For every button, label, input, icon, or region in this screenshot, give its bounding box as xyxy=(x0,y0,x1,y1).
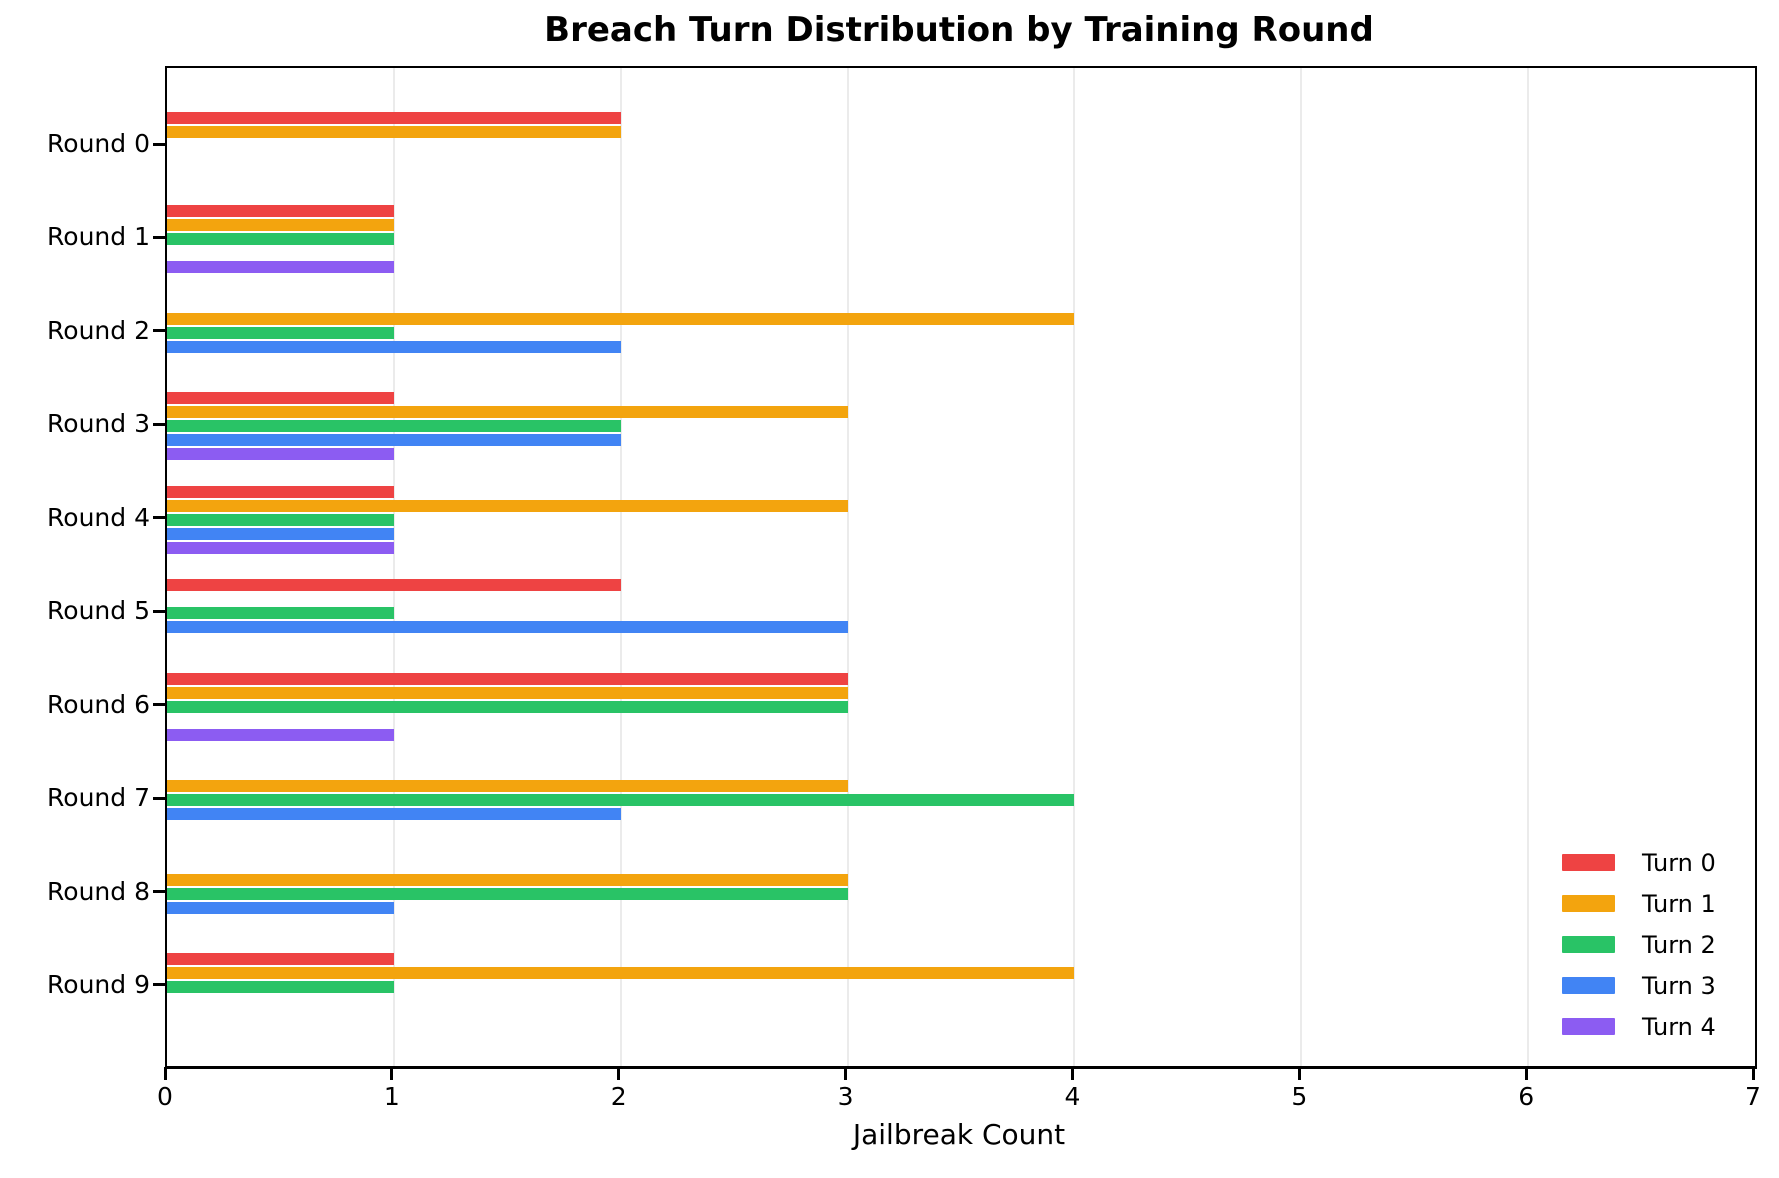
gridline xyxy=(1527,68,1530,1066)
bar-round3-turn1 xyxy=(167,406,848,419)
bar-round9-turn2 xyxy=(167,980,394,993)
y-tick-label: Round 1 xyxy=(47,222,150,252)
y-tick xyxy=(153,516,165,520)
y-tick-label: Round 3 xyxy=(47,409,150,439)
bar-round6-turn1 xyxy=(167,686,848,699)
y-tick-label: Round 4 xyxy=(47,502,150,532)
bar-round3-turn2 xyxy=(167,420,621,433)
y-tick xyxy=(153,890,165,894)
y-tick-label: Round 8 xyxy=(47,876,150,906)
x-tick-label: 5 xyxy=(1291,1082,1308,1111)
bar-round2-turn2 xyxy=(167,326,394,339)
legend-swatch-turn4 xyxy=(1562,1018,1615,1035)
bar-round5-turn0 xyxy=(167,579,621,592)
x-tick-label: 1 xyxy=(383,1082,400,1111)
legend-label: Turn 0 xyxy=(1642,848,1716,877)
bar-round7-turn3 xyxy=(167,808,621,821)
bar-round4-turn3 xyxy=(167,527,394,540)
x-tick-label: 6 xyxy=(1518,1082,1535,1111)
legend-swatch-turn1 xyxy=(1562,895,1615,912)
legend-label: Turn 1 xyxy=(1642,889,1716,918)
y-tick-label: Round 9 xyxy=(47,969,150,999)
legend-item: Turn 2 xyxy=(1562,924,1716,965)
bar-round1-turn0 xyxy=(167,205,394,218)
bar-round6-turn0 xyxy=(167,672,848,685)
gridline xyxy=(1300,68,1303,1066)
y-tick xyxy=(153,235,165,239)
x-tick-label: 4 xyxy=(1064,1082,1081,1111)
bar-round4-turn0 xyxy=(167,485,394,498)
x-tick-label: 3 xyxy=(837,1082,854,1111)
bar-round5-turn3 xyxy=(167,621,848,634)
x-tick xyxy=(617,1067,621,1080)
gridline xyxy=(392,68,395,1066)
y-tick xyxy=(153,422,165,426)
bar-round4-turn1 xyxy=(167,499,848,512)
x-tick-label: 7 xyxy=(1745,1082,1761,1111)
legend-swatch-turn2 xyxy=(1562,936,1615,953)
x-tick xyxy=(390,1067,394,1080)
gridline xyxy=(846,68,849,1066)
legend-item: Turn 4 xyxy=(1562,1006,1716,1047)
bar-round6-turn2 xyxy=(167,700,848,713)
bar-round5-turn2 xyxy=(167,607,394,620)
bar-round9-turn0 xyxy=(167,952,394,965)
y-tick-label: Round 2 xyxy=(47,315,150,345)
y-tick-label: Round 5 xyxy=(47,596,150,626)
bar-round2-turn1 xyxy=(167,312,1075,325)
y-tick xyxy=(153,329,165,333)
plot-area xyxy=(165,66,1757,1069)
gridline xyxy=(1073,68,1076,1066)
x-tick xyxy=(1751,1067,1755,1080)
legend: Turn 0 Turn 1 Turn 2 Turn 3 Turn 4 xyxy=(1562,842,1716,1047)
y-tick-label: Round 6 xyxy=(47,689,150,719)
bar-round1-turn2 xyxy=(167,233,394,246)
y-tick xyxy=(153,703,165,707)
legend-label: Turn 2 xyxy=(1642,930,1716,959)
y-tick xyxy=(153,983,165,987)
bar-round6-turn4 xyxy=(167,728,394,741)
bar-round3-turn3 xyxy=(167,434,621,447)
bar-round1-turn4 xyxy=(167,261,394,274)
bar-round2-turn3 xyxy=(167,340,621,353)
chart-title: Breach Turn Distribution by Training Rou… xyxy=(544,10,1374,50)
bar-round1-turn1 xyxy=(167,219,394,232)
y-tick xyxy=(153,609,165,613)
y-tick xyxy=(153,796,165,800)
bar-round0-turn0 xyxy=(167,112,621,124)
legend-label: Turn 4 xyxy=(1642,1012,1716,1041)
x-tick xyxy=(1297,1067,1301,1080)
x-axis-label: Jailbreak Count xyxy=(852,1118,1066,1151)
bar-round4-turn4 xyxy=(167,541,394,554)
bar-round7-turn1 xyxy=(167,780,848,793)
x-tick-label: 2 xyxy=(610,1082,627,1111)
bar-round8-turn2 xyxy=(167,887,848,900)
y-tick-label: Round 7 xyxy=(47,783,150,813)
x-tick xyxy=(1070,1067,1074,1080)
bar-round0-turn1 xyxy=(167,126,621,138)
bar-round3-turn4 xyxy=(167,448,394,461)
legend-item: Turn 0 xyxy=(1562,842,1716,883)
legend-label: Turn 3 xyxy=(1642,971,1716,1000)
legend-swatch-turn0 xyxy=(1562,854,1615,871)
bar-round8-turn1 xyxy=(167,873,848,886)
legend-item: Turn 3 xyxy=(1562,965,1716,1006)
gridline xyxy=(619,68,622,1066)
x-tick xyxy=(844,1067,848,1080)
legend-item: Turn 1 xyxy=(1562,883,1716,924)
bar-round8-turn3 xyxy=(167,901,394,914)
bar-round3-turn0 xyxy=(167,392,394,405)
legend-swatch-turn3 xyxy=(1562,977,1615,994)
x-tick xyxy=(163,1067,167,1080)
y-tick-label: Round 0 xyxy=(47,129,150,158)
x-tick xyxy=(1524,1067,1528,1080)
bar-round7-turn2 xyxy=(167,794,1075,807)
x-tick-label: 0 xyxy=(157,1082,173,1111)
bar-round9-turn1 xyxy=(167,966,1075,979)
bar-round4-turn2 xyxy=(167,513,394,526)
y-tick xyxy=(153,142,165,146)
